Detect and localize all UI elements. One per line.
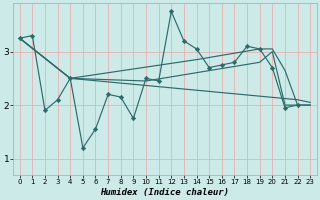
X-axis label: Humidex (Indice chaleur): Humidex (Indice chaleur)	[100, 188, 229, 197]
